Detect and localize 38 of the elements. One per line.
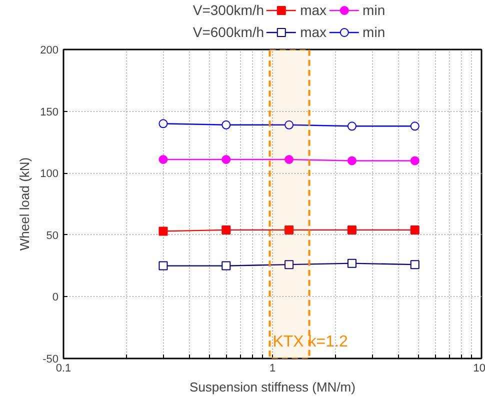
x-tick-label: 0.1 — [56, 362, 72, 374]
point — [410, 156, 420, 166]
x-axis-title: Suspension stiffness (MN/m) — [190, 380, 356, 394]
legend-label: max — [300, 24, 327, 40]
legend-label: min — [362, 2, 386, 18]
point — [284, 155, 294, 164]
y-tick-label: -50 — [42, 354, 59, 366]
point — [347, 156, 356, 166]
y-tick-label: 100 — [40, 168, 59, 180]
point — [347, 258, 356, 268]
x-tick-label: 10 — [473, 362, 485, 374]
legend-label: max — [300, 2, 327, 18]
point — [158, 155, 168, 164]
x-tick-label: 1 — [269, 362, 276, 374]
y-axis-title: Wheel load (kN) — [17, 157, 32, 251]
point — [347, 122, 356, 131]
point — [222, 155, 231, 164]
point — [158, 226, 168, 236]
y-tick-label: 150 — [40, 106, 59, 118]
y-tick-label: 200 — [40, 44, 59, 56]
point — [284, 260, 294, 270]
point — [284, 120, 294, 130]
text: V=300km/h — [192, 2, 264, 18]
point — [284, 225, 294, 234]
point — [410, 122, 420, 131]
point — [222, 225, 231, 234]
point — [347, 225, 356, 234]
y-tick-label: 0 — [52, 292, 59, 304]
y-tick-label: 50 — [46, 230, 59, 242]
point — [222, 120, 231, 130]
point — [410, 225, 420, 234]
text: V=600km/h — [192, 24, 264, 40]
band-label: KTX k=1.2 — [272, 334, 348, 350]
point — [410, 260, 420, 270]
legend-label: min — [362, 24, 386, 40]
point — [158, 119, 168, 128]
point — [158, 261, 168, 270]
point — [222, 261, 231, 270]
